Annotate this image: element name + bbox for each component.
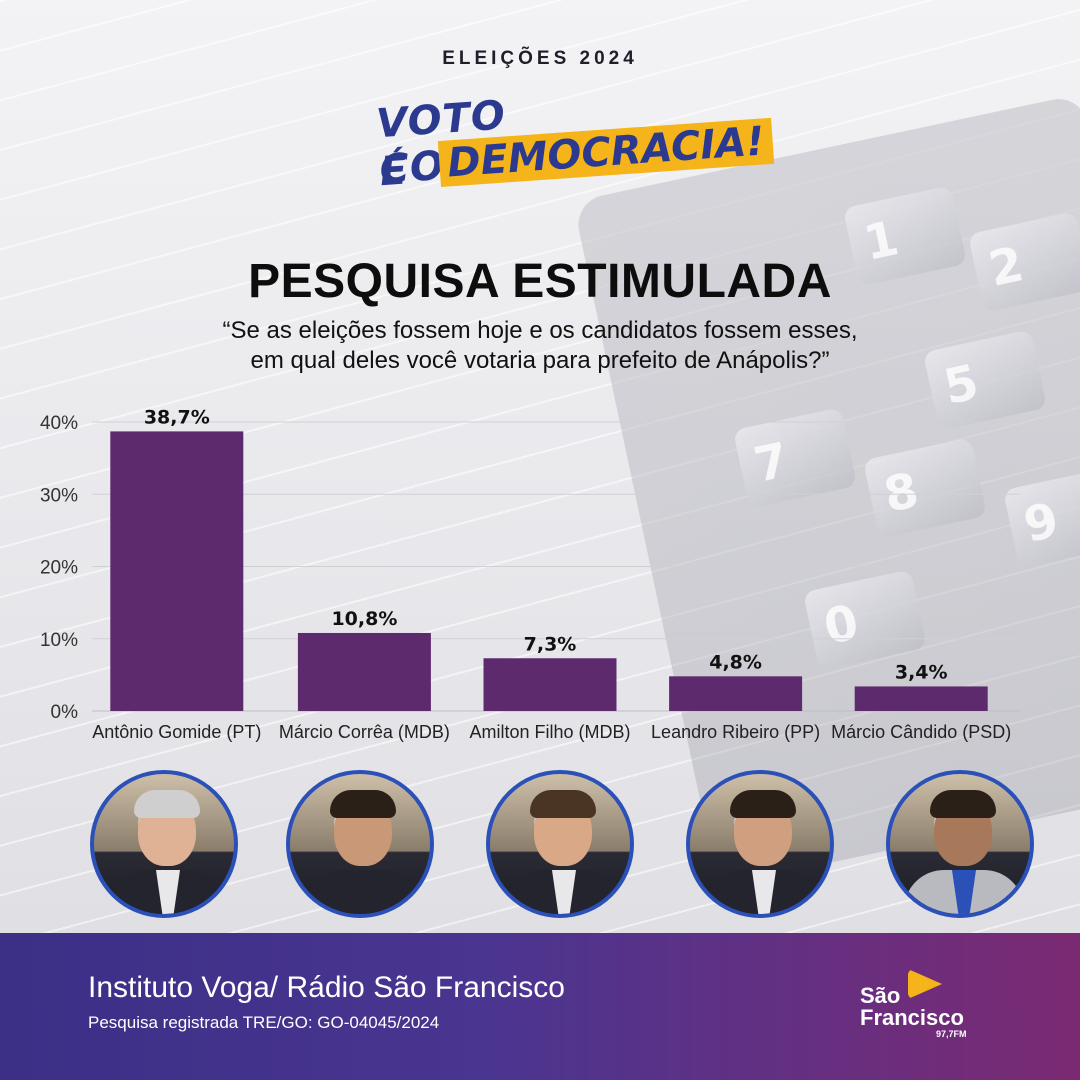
radio-logo: São Francisco 97,7FM bbox=[856, 969, 986, 1049]
page-title: PESQUISA ESTIMULADA bbox=[248, 255, 832, 308]
x-category-label: Márcio Corrêa (MDB) bbox=[279, 722, 450, 742]
survey-question: “Se as eleições fossem hoje e os candida… bbox=[140, 316, 940, 376]
play-icon bbox=[908, 969, 942, 999]
x-category-label: Márcio Cândido (PSD) bbox=[831, 722, 1011, 742]
bar-value-label: 10,8% bbox=[331, 608, 397, 630]
bar-value-label: 38,7% bbox=[144, 406, 210, 428]
x-category-label: Amilton Filho (MDB) bbox=[469, 722, 630, 742]
registration-text: Pesquisa registrada TRE/GO: GO-04045/202… bbox=[88, 1013, 440, 1032]
candidate-photo-antonio-gomide bbox=[90, 770, 238, 918]
y-tick-label: 0% bbox=[51, 702, 79, 723]
bar-value-label: 4,8% bbox=[709, 651, 762, 673]
y-tick-label: 40% bbox=[40, 413, 78, 434]
slogan-line2: É bbox=[378, 147, 409, 196]
logo-word2: Francisco bbox=[860, 1005, 964, 1030]
y-tick-label: 10% bbox=[40, 630, 78, 651]
logo-frequency: 97,7FM bbox=[936, 1029, 967, 1039]
y-tick-label: 30% bbox=[40, 485, 78, 506]
bar bbox=[110, 431, 244, 711]
bar bbox=[854, 686, 988, 711]
candidate-photo-marcio-correa bbox=[286, 770, 434, 918]
logo-word1: São bbox=[860, 983, 901, 1008]
y-tick-label: 20% bbox=[40, 558, 78, 579]
bar-value-label: 3,4% bbox=[895, 661, 948, 683]
source-text: Instituto Voga/ Rádio São Francisco bbox=[88, 971, 565, 1004]
candidate-photo-amilton-filho bbox=[486, 770, 634, 918]
bar bbox=[297, 632, 431, 711]
survey-question-line2: em qual deles você votaria para prefeito… bbox=[250, 347, 830, 374]
footer: Instituto Voga/ Rádio São Francisco Pesq… bbox=[0, 933, 1080, 1080]
bar bbox=[669, 676, 803, 711]
survey-question-line1: “Se as eleições fossem hoje e os candida… bbox=[222, 317, 858, 344]
candidate-photos bbox=[0, 770, 1080, 920]
candidate-photo-leandro-ribeiro bbox=[686, 770, 834, 918]
bar-chart: 0% 10% 20% 30% 40% 38,7% Antônio Gomide (PT) 10… bbox=[40, 406, 1020, 742]
x-category-label: Antônio Gomide (PT) bbox=[92, 722, 261, 742]
x-category-label: Leandro Ribeiro (PP) bbox=[651, 722, 820, 742]
bar-value-label: 7,3% bbox=[524, 633, 577, 655]
candidate-photo-marcio-candido bbox=[886, 770, 1034, 918]
bar bbox=[483, 658, 617, 711]
election-eyebrow: ELEIÇÕES 2024 bbox=[442, 48, 638, 69]
